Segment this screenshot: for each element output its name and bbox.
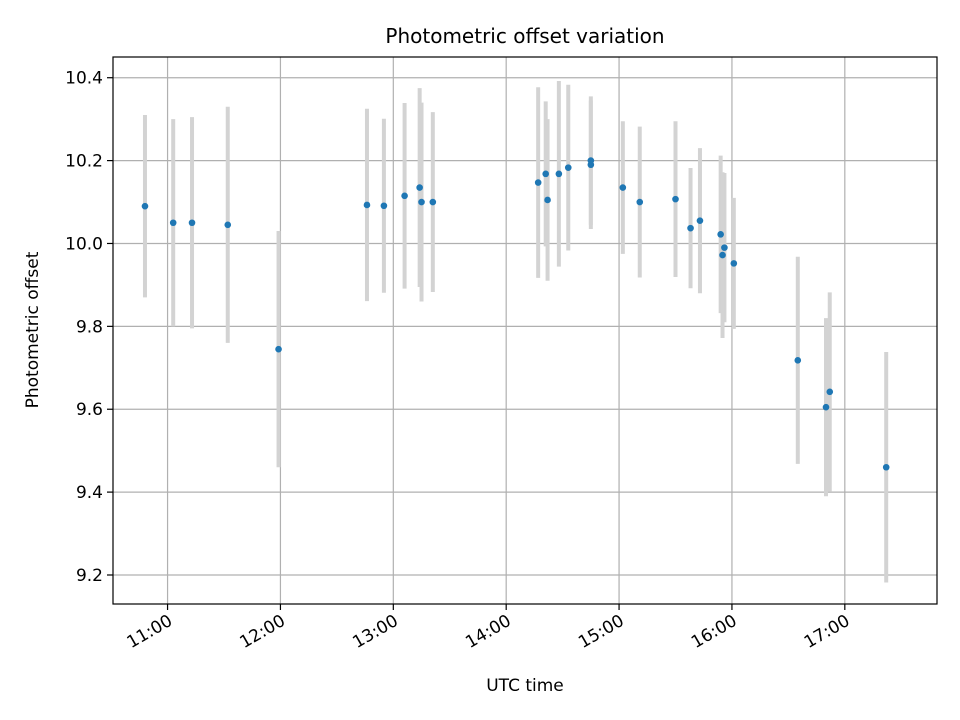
data-point (542, 170, 549, 178)
data-point (822, 403, 830, 411)
data-point (826, 388, 834, 396)
plot-frame (112, 56, 938, 605)
data-point (687, 224, 694, 232)
data-point (544, 196, 551, 204)
data-point (224, 221, 232, 229)
data-point (275, 345, 282, 353)
data-point (363, 201, 371, 209)
y-tick-label: 10.2 (65, 152, 103, 172)
data-points (141, 157, 890, 471)
data-point (429, 198, 437, 206)
data-point (141, 202, 149, 210)
data-point (636, 198, 644, 206)
data-point (418, 198, 425, 206)
data-point (534, 179, 542, 186)
data-point (721, 244, 728, 251)
data-point (719, 251, 726, 259)
y-tick-label: 9.4 (76, 483, 103, 503)
data-point (672, 195, 679, 203)
y-tick-label: 9.2 (76, 566, 103, 586)
data-point (587, 161, 595, 169)
data-point (416, 184, 423, 191)
data-point (401, 192, 408, 200)
data-point (882, 463, 890, 471)
data-point (188, 219, 196, 227)
x-axis-label: UTC time (486, 676, 564, 696)
data-point (169, 219, 177, 227)
y-tick-label: 10.0 (65, 234, 103, 254)
data-point (696, 217, 704, 224)
data-point (794, 357, 802, 364)
data-point (564, 164, 572, 171)
y-tick-label: 10.4 (65, 69, 103, 89)
data-point (380, 202, 388, 210)
chart-title: Photometric offset variation (385, 24, 664, 48)
y-tick-label: 9.8 (76, 317, 103, 337)
grid (113, 57, 937, 604)
data-point (555, 170, 563, 178)
data-point (717, 231, 724, 238)
data-point (619, 184, 627, 191)
data-point (730, 260, 738, 267)
y-tick-label: 9.6 (76, 400, 103, 420)
y-axis: 9.2 9.4 9.6 9.8 10.0 10.2 10.4 (65, 69, 113, 586)
y-axis-label: Photometric offset (23, 251, 43, 408)
